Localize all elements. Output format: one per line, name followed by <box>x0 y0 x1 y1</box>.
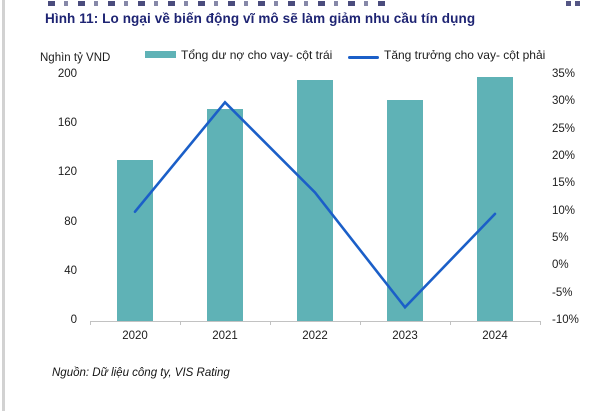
x-axis-tick <box>270 321 271 325</box>
right-axis-tick-label: -10% <box>552 314 579 326</box>
x-axis-label-2022: 2022 <box>302 330 328 342</box>
bar-2022 <box>297 79 333 321</box>
bar-2020 <box>117 159 153 321</box>
right-axis-tick-label: 35% <box>552 68 576 80</box>
bar-2024 <box>477 77 513 321</box>
right-axis-tick-label: 5% <box>552 232 569 244</box>
right-axis-tick-label: 20% <box>552 150 576 162</box>
right-axis-tick-label: -5% <box>552 286 573 299</box>
left-axis-tick-label: 120 <box>57 166 77 179</box>
x-axis-label-2021: 2021 <box>212 330 238 342</box>
right-axis-tick-label: 25% <box>552 122 576 135</box>
right-axis-tick-label: 15% <box>552 177 576 190</box>
left-axis-unit-label: Nghìn tỷ VND <box>40 52 111 64</box>
x-axis-tick <box>90 321 91 325</box>
legend-bar-swatch <box>145 51 176 58</box>
x-axis-tick <box>540 321 541 325</box>
x-axis-line <box>90 321 540 322</box>
left-axis-tick-label: 200 <box>57 68 77 80</box>
source-note: Nguồn: Dữ liệu công ty, VIS Rating <box>52 367 230 379</box>
x-axis-tick <box>360 321 361 325</box>
x-axis-tick <box>180 321 181 325</box>
clipped-text-above <box>48 1 393 6</box>
right-axis-tick-label: 30% <box>552 95 576 108</box>
x-axis-label-2020: 2020 <box>122 330 148 342</box>
page-edge-divider <box>2 0 5 411</box>
left-axis-tick-label: 0 <box>70 314 77 326</box>
x-axis-label-2024: 2024 <box>482 330 508 342</box>
legend-line-label: Tăng trưởng cho vay- cột phải <box>384 48 546 62</box>
left-axis-tick-label: 80 <box>64 215 77 228</box>
legend-bar-label: Tổng dư nợ cho vay- cột trái <box>181 48 333 62</box>
bar-2021 <box>207 109 243 321</box>
x-axis-label-2023: 2023 <box>392 330 418 342</box>
x-axis-tick <box>450 321 451 325</box>
right-axis-tick-label: 0% <box>552 259 569 272</box>
clipped-text-above-right <box>566 1 580 6</box>
left-axis-tick-label: 160 <box>57 117 77 130</box>
chart-title: Hình 11: Lo ngại về biến động vĩ mô sẽ l… <box>45 11 476 26</box>
legend-line-swatch <box>348 56 379 59</box>
right-axis-tick-label: 10% <box>552 204 576 217</box>
left-axis-tick-label: 40 <box>64 264 77 277</box>
bar-2023 <box>387 99 423 321</box>
